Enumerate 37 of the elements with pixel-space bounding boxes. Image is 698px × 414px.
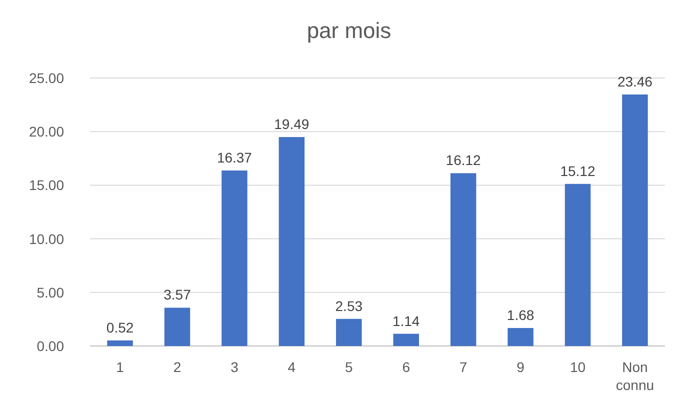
- x-tick-label: 2: [173, 359, 182, 375]
- x-tick-label: 7: [459, 359, 468, 375]
- bar: [278, 137, 305, 346]
- data-label: 3.57: [164, 286, 192, 303]
- bar: [393, 334, 419, 346]
- bar: [564, 184, 591, 346]
- x-tick-label: 10: [570, 359, 586, 375]
- bar: [622, 94, 648, 346]
- bar: [450, 173, 476, 346]
- chart-title: par mois: [306, 18, 392, 43]
- data-label: 23.46: [617, 74, 653, 90]
- x-tick-label: 9: [516, 359, 525, 375]
- x-tick-label: Non connu: [616, 359, 654, 393]
- data-label: 1.14: [392, 312, 420, 329]
- bar: [508, 328, 534, 346]
- y-tick-label: 15.00: [28, 177, 64, 194]
- data-label: 15.12: [560, 162, 596, 179]
- bar: [222, 170, 248, 346]
- x-tick-label: 1: [116, 359, 124, 375]
- y-tick-label: 0.00: [36, 338, 64, 354]
- bar: [164, 308, 190, 346]
- data-label: 19.49: [274, 116, 310, 132]
- data-label: 16.37: [216, 150, 252, 166]
- y-tick-label: 25.00: [28, 70, 64, 86]
- bar: [336, 318, 362, 346]
- x-tick-label: 4: [288, 359, 296, 375]
- y-tick-label: 10.00: [28, 230, 64, 247]
- x-tick-label: 6: [402, 359, 410, 375]
- x-tick-label: 5: [344, 359, 353, 375]
- y-tick-label: 5.00: [36, 284, 64, 300]
- data-label: 2.53: [335, 298, 363, 314]
- x-tick-label: 3: [230, 359, 239, 375]
- data-label: 16.12: [446, 152, 482, 168]
- y-tick-label: 20.00: [28, 124, 64, 140]
- bar: [107, 340, 133, 346]
- data-label: 1.68: [506, 306, 534, 323]
- data-label: 0.52: [106, 319, 134, 336]
